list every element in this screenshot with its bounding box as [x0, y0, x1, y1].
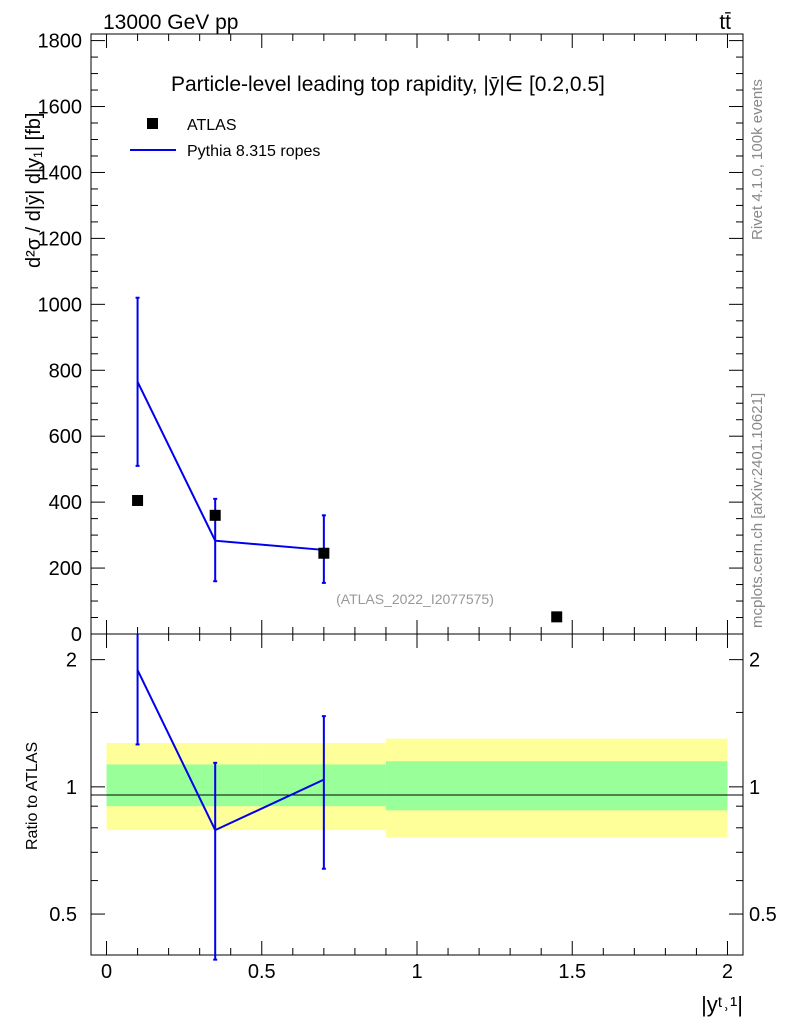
ratio-mc-line [136, 669, 325, 832]
x-tick-label: 0.5 [248, 961, 276, 983]
ratio-y-tick-label: 2 [66, 650, 77, 672]
ratio-y-tick-label-right: 1 [749, 777, 760, 799]
energy-label: 13000 GeV pp [103, 11, 238, 34]
mc-line [136, 381, 324, 551]
x-axis-label: |yᵗ˒¹| [701, 992, 743, 1017]
atlas-data-point [551, 611, 563, 623]
rivet-label: Rivet 4.1.0, 100k events [749, 79, 766, 240]
atlas-data-point [318, 547, 330, 559]
main-data [132, 296, 563, 623]
ratio-y-ticks: 0.5 0.5 1 1 2 2 [49, 650, 777, 926]
chart-title: Particle-level leading top rapidity, |ȳ… [171, 73, 605, 96]
ratio-y-axis-label: Ratio to ATLAS [24, 742, 41, 850]
y-tick-label: 1200 [38, 228, 83, 250]
inner-uncertainty-band [106, 764, 262, 807]
analysis-watermark: (ATLAS_2022_I2077575) [336, 591, 494, 607]
atlas-data-point [132, 494, 144, 506]
y-tick-label: 800 [49, 360, 82, 382]
main-y-axis-label: d²σ / d|ȳ| d|y₁| [fb] [23, 113, 45, 268]
legend-pythia-label: Pythia 8.315 ropes [187, 143, 320, 160]
x-tick-label: 0 [101, 961, 112, 983]
y-tick-label: 200 [49, 558, 82, 580]
ratio-panel: 0.5 0.5 1 1 2 2 0 0.5 1 1.5 2 Ratio to ATLAS |yᵗ˒… [24, 633, 777, 1017]
inner-uncertainty-band [385, 761, 728, 811]
legend: ATLAS Pythia 8.315 ropes [130, 117, 320, 160]
mcplots-label: mcplots.cern.ch [arXiv:2401.10621] [749, 393, 766, 628]
y-tick-label: 400 [49, 492, 82, 514]
y-tick-label: 1800 [38, 31, 83, 53]
ratio-x-ticks: 0 0.5 1 1.5 2 [101, 634, 733, 983]
main-y-ticks: 0 200 400 600 800 1000 1200 1400 1600 1800 [38, 31, 743, 646]
x-tick-label: 1 [411, 961, 422, 983]
x-tick-label: 2 [722, 961, 733, 983]
y-tick-label: 1400 [38, 162, 83, 184]
x-tick-label: 1.5 [558, 961, 586, 983]
ratio-data [135, 634, 326, 961]
y-tick-label: 1000 [38, 294, 83, 316]
main-x-ticks [106, 34, 728, 634]
y-tick-label: 0 [71, 624, 82, 646]
atlas-data-point [209, 509, 221, 521]
ratio-y-tick-label: 1 [66, 777, 77, 799]
legend-atlas-marker [147, 118, 158, 129]
process-label: tt̄ [719, 11, 731, 34]
y-tick-label: 1600 [38, 97, 83, 119]
y-tick-label: 600 [49, 426, 82, 448]
main-panel: 0 200 400 600 800 1000 1200 1400 1600 1800 Partic… [23, 31, 744, 646]
ratio-y-tick-label: 0.5 [49, 904, 77, 926]
legend-atlas-label: ATLAS [187, 117, 237, 134]
ratio-y-tick-label-right: 0.5 [749, 904, 777, 926]
ratio-y-tick-label-right: 2 [749, 650, 760, 672]
ratio-bands [106, 738, 728, 838]
